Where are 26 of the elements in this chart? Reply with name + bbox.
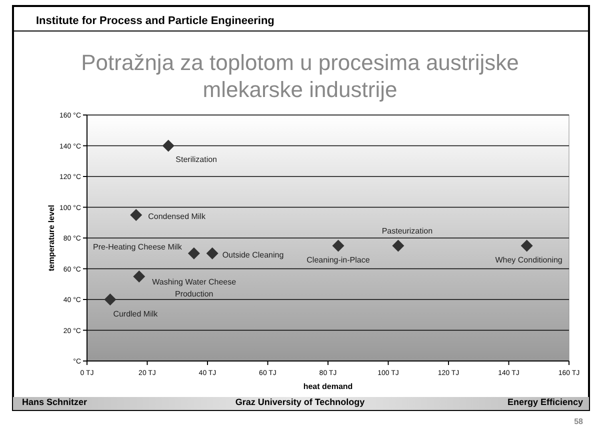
point [332,240,344,252]
point [520,240,533,252]
annotation: Outside Cleaning [222,250,284,260]
point [133,270,146,282]
point [162,140,174,152]
annotation: Cleaning-in-Place [306,256,370,265]
annotation: Pre-Heating Cheese Milk [93,242,183,252]
annotation: Condensed Milk [148,212,206,221]
text: Energy Efficiency [507,397,583,407]
chart-title: Potražnja za toplotom u procesima austrijske mlekarske industrije [81,50,519,102]
text: Graz University of Technology [235,397,365,407]
annotation: Washing Water Cheese Production [152,277,237,298]
y-axis-title: temperature level [47,204,56,272]
point [104,294,116,306]
annotation: Whey Conditioning [495,256,562,265]
annotation: Sterilization [176,154,218,164]
x-axis-title: heat demand [303,382,353,391]
text: 58 [574,417,584,426]
point [130,208,142,221]
annotation: Pasteurization [382,226,433,236]
point [392,240,404,252]
text: Hans Schnitzer [22,397,88,407]
annotation: Curdled Milk [113,310,159,318]
text: Institute for Process and Particle Engineering [36,15,274,27]
point [206,247,218,260]
point [188,247,200,260]
